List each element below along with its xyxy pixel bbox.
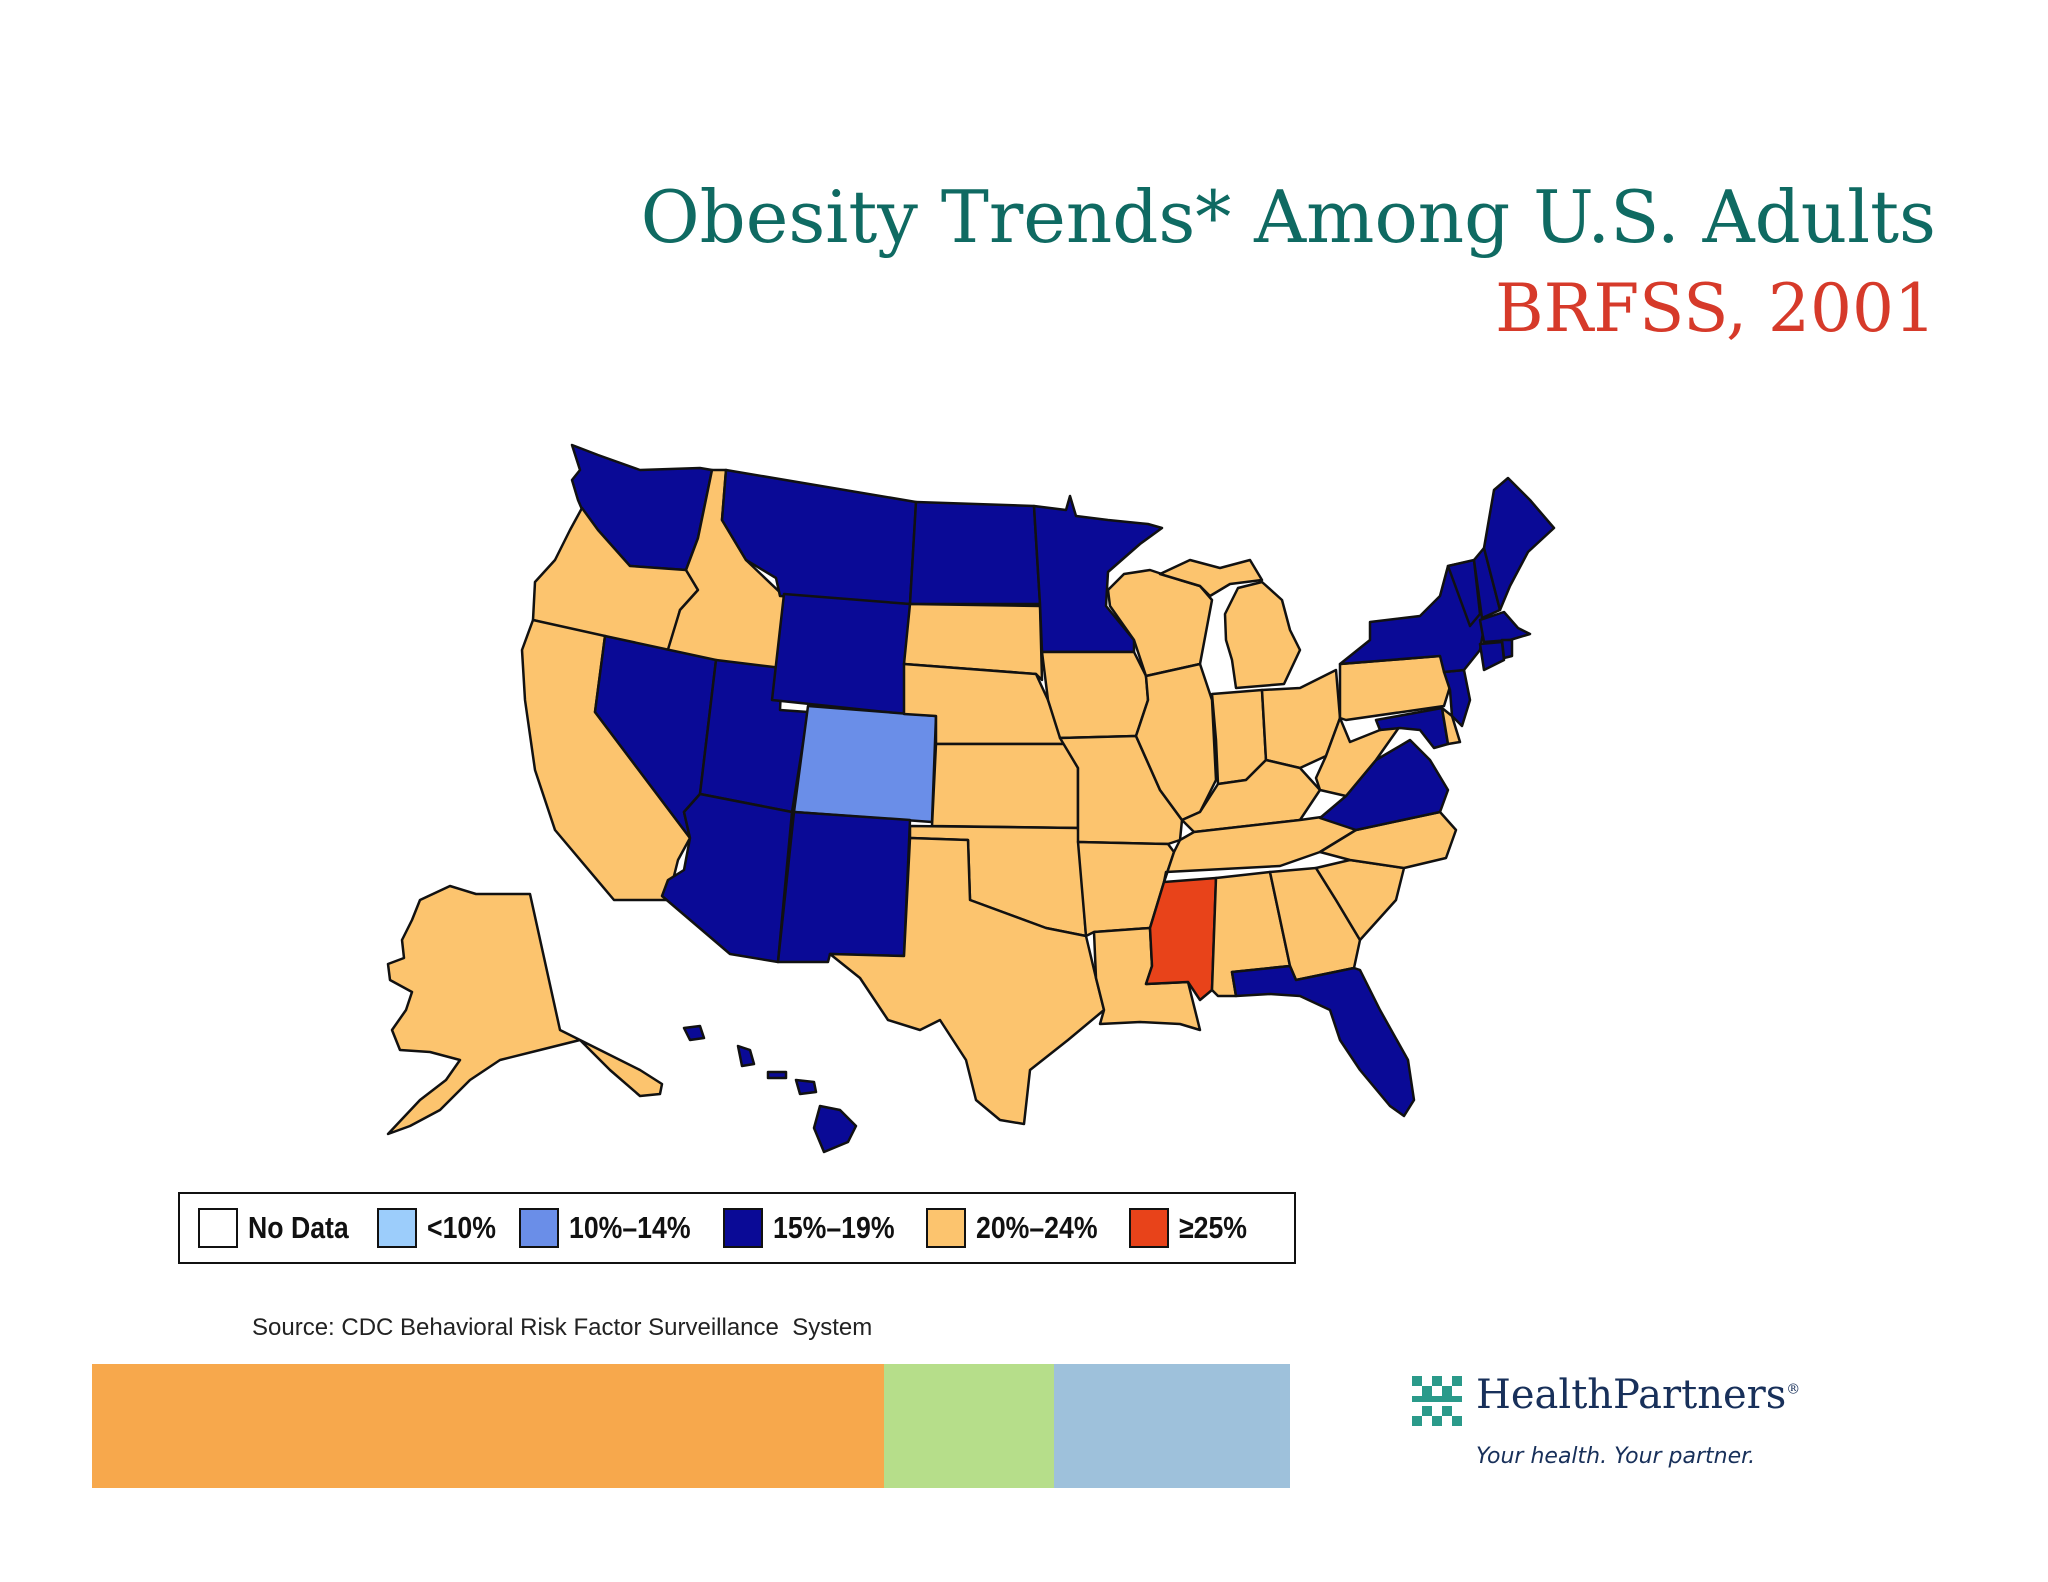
legend-swatch <box>377 1208 418 1248</box>
state-michigan-up[interactable] <box>1158 558 1264 598</box>
decorative-bar-orange <box>92 1364 884 1488</box>
state-colorado[interactable] <box>792 704 938 824</box>
healthpartners-logo: HealthPartners® Your health. Your partne… <box>1412 1368 1804 1480</box>
state-hawaii-main[interactable] <box>812 1104 858 1154</box>
healthpartners-grid-icon <box>1412 1376 1462 1426</box>
state-kansas[interactable] <box>930 742 1080 830</box>
legend-item-15-19: 15%–19% <box>722 1208 914 1248</box>
state-hawaii-maui[interactable] <box>794 1078 818 1096</box>
logo-name: HealthPartners® <box>1476 1372 1801 1418</box>
logo-tagline: Your health. Your partner. <box>1476 1444 1756 1469</box>
legend-swatch <box>1129 1208 1170 1248</box>
legend-swatch <box>722 1208 763 1248</box>
title-line-1: Obesity Trends* Among U.S. Adults <box>640 175 1936 259</box>
state-kentucky[interactable] <box>1180 758 1322 834</box>
state-connecticut[interactable] <box>1478 640 1506 672</box>
state-north-dakota[interactable] <box>908 500 1042 606</box>
legend-swatch <box>925 1208 966 1248</box>
state-hawaii-molokai[interactable] <box>766 1070 788 1080</box>
legend-label: <10% <box>427 1210 497 1245</box>
source-note: Source: CDC Behavioral Risk Factor Surve… <box>252 1314 873 1341</box>
state-michigan[interactable] <box>1223 580 1302 690</box>
state-new-mexico[interactable] <box>776 810 912 964</box>
legend: No Data <10% 10%–14% 15%–19% 20%–24% ≥25… <box>178 1192 1296 1264</box>
state-wyoming[interactable] <box>770 592 912 716</box>
decorative-bar-blue <box>1054 1364 1290 1488</box>
state-west-virginia[interactable] <box>1314 716 1402 798</box>
legend-label: No Data <box>248 1210 349 1245</box>
legend-swatch <box>198 1208 238 1248</box>
state-maine[interactable] <box>1482 476 1556 612</box>
decorative-bar-green <box>884 1364 1054 1488</box>
state-alaska[interactable] <box>386 884 664 1136</box>
state-texas[interactable] <box>828 836 1106 1126</box>
state-rhode-island[interactable] <box>1500 638 1514 660</box>
legend-label: 20%–24% <box>975 1210 1098 1245</box>
state-south-dakota[interactable] <box>902 602 1044 682</box>
state-vermont[interactable] <box>1446 558 1482 628</box>
state-massachusetts[interactable] <box>1478 610 1532 644</box>
legend-item-under-10: <10% <box>377 1208 507 1248</box>
legend-item-25-plus: ≥25% <box>1129 1208 1258 1248</box>
title-line-2: BRFSS, 2001 <box>1495 270 1936 347</box>
state-hawaii-oahu[interactable] <box>736 1044 756 1068</box>
legend-item-20-24: 20%–24% <box>925 1208 1117 1248</box>
legend-label: 10%–14% <box>569 1210 691 1245</box>
state-delaware[interactable] <box>1440 706 1462 746</box>
legend-label: ≥25% <box>1179 1210 1248 1245</box>
legend-label: 15%–19% <box>772 1210 895 1245</box>
legend-item-no-data: No Data <box>198 1208 365 1248</box>
state-iowa[interactable] <box>1040 650 1150 740</box>
legend-item-10-14: 10%–14% <box>519 1208 710 1248</box>
legend-swatch <box>519 1208 560 1248</box>
state-hawaii-kauai[interactable] <box>682 1024 706 1042</box>
state-wisconsin[interactable] <box>1106 568 1214 678</box>
state-florida[interactable] <box>1230 964 1416 1118</box>
